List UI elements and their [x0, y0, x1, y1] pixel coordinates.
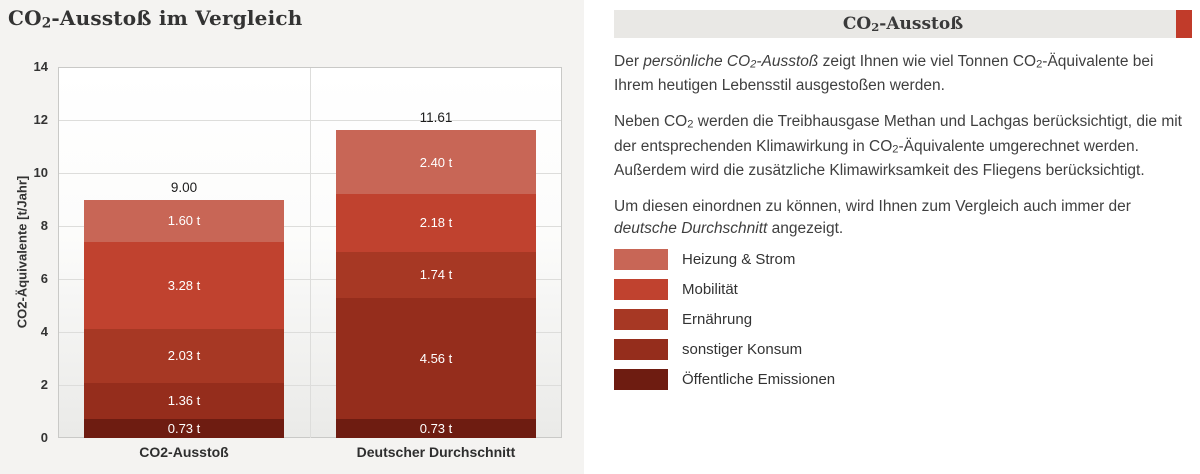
y-tick-label: 10	[33, 165, 48, 180]
y-tick-label: 8	[40, 218, 48, 233]
bar-total-label: 11.61	[419, 110, 453, 126]
y-tick-label: 12	[33, 112, 48, 127]
legend-item: Mobilität	[614, 279, 835, 300]
chart-panel: CO2-Ausstoß im Vergleich CO2-Äquivalente…	[0, 0, 584, 474]
bar-segment: 1.36 t	[84, 382, 284, 419]
legend-item: Heizung & Strom	[614, 249, 835, 270]
bar-segment: 0.73 t	[84, 418, 284, 438]
bar-segment: 1.60 t	[84, 199, 284, 242]
x-category-label: Deutscher Durchschnitt	[356, 444, 516, 460]
bar-segment: 4.56 t	[336, 297, 536, 419]
legend-label: Ernährung	[682, 311, 753, 328]
x-category-label: CO2-Ausstoß	[139, 444, 229, 460]
legend-swatch	[614, 279, 668, 300]
y-axis-title: CO2-Äquivalente [t/Jahr]	[14, 175, 30, 329]
category-divider	[310, 68, 311, 438]
legend-swatch	[614, 369, 668, 390]
legend-item: Öffentliche Emissionen	[614, 369, 835, 390]
legend-swatch	[614, 339, 668, 360]
red-accent-block	[1176, 10, 1192, 38]
bar-segment: 2.40 t	[336, 130, 536, 194]
info-header-title: CO2-Ausstoß	[842, 14, 964, 35]
legend-swatch	[614, 309, 668, 330]
legend-label: Öffentliche Emissionen	[682, 371, 836, 388]
y-tick-label: 4	[40, 324, 48, 339]
bar-segment: 2.03 t	[84, 328, 284, 383]
y-tick-label: 0	[40, 430, 48, 445]
bar-segment: 3.28 t	[84, 241, 284, 329]
bar-segment: 2.18 t	[336, 193, 536, 252]
y-tick-label: 14	[33, 59, 48, 74]
legend-swatch	[614, 249, 668, 270]
info-header: CO2-Ausstoß	[614, 10, 1192, 38]
bar-segment: 0.73 t	[336, 418, 536, 438]
chart-title: CO2-Ausstoß im Vergleich	[8, 6, 303, 32]
y-tick-label: 2	[40, 377, 48, 392]
y-tick-label: 6	[40, 271, 48, 286]
paragraph: Neben CO2 werden die Treibhausgase Metha…	[614, 113, 1182, 179]
bar-segment: 1.74 t	[336, 251, 536, 298]
legend-label: Mobilität	[682, 281, 738, 298]
paragraph: Um diesen einordnen zu können, wird Ihne…	[614, 197, 1131, 237]
bar-total-label: 9.00	[170, 179, 198, 195]
legend-item: Ernährung	[614, 309, 835, 330]
paragraph: Der persönliche CO2-Ausstoß zeigt Ihnen …	[614, 53, 1154, 95]
legend-label: Heizung & Strom	[682, 251, 796, 268]
info-text: Der persönliche CO2-Ausstoß zeigt Ihnen …	[614, 51, 1192, 254]
legend-label: sonstiger Konsum	[682, 341, 803, 358]
legend: Heizung & Strom Mobilität Ernährung sonstig…	[614, 249, 835, 399]
legend-item: sonstiger Konsum	[614, 339, 835, 360]
info-panel: CO2-Ausstoß Der persönliche CO2-Ausstoß …	[614, 0, 1192, 474]
